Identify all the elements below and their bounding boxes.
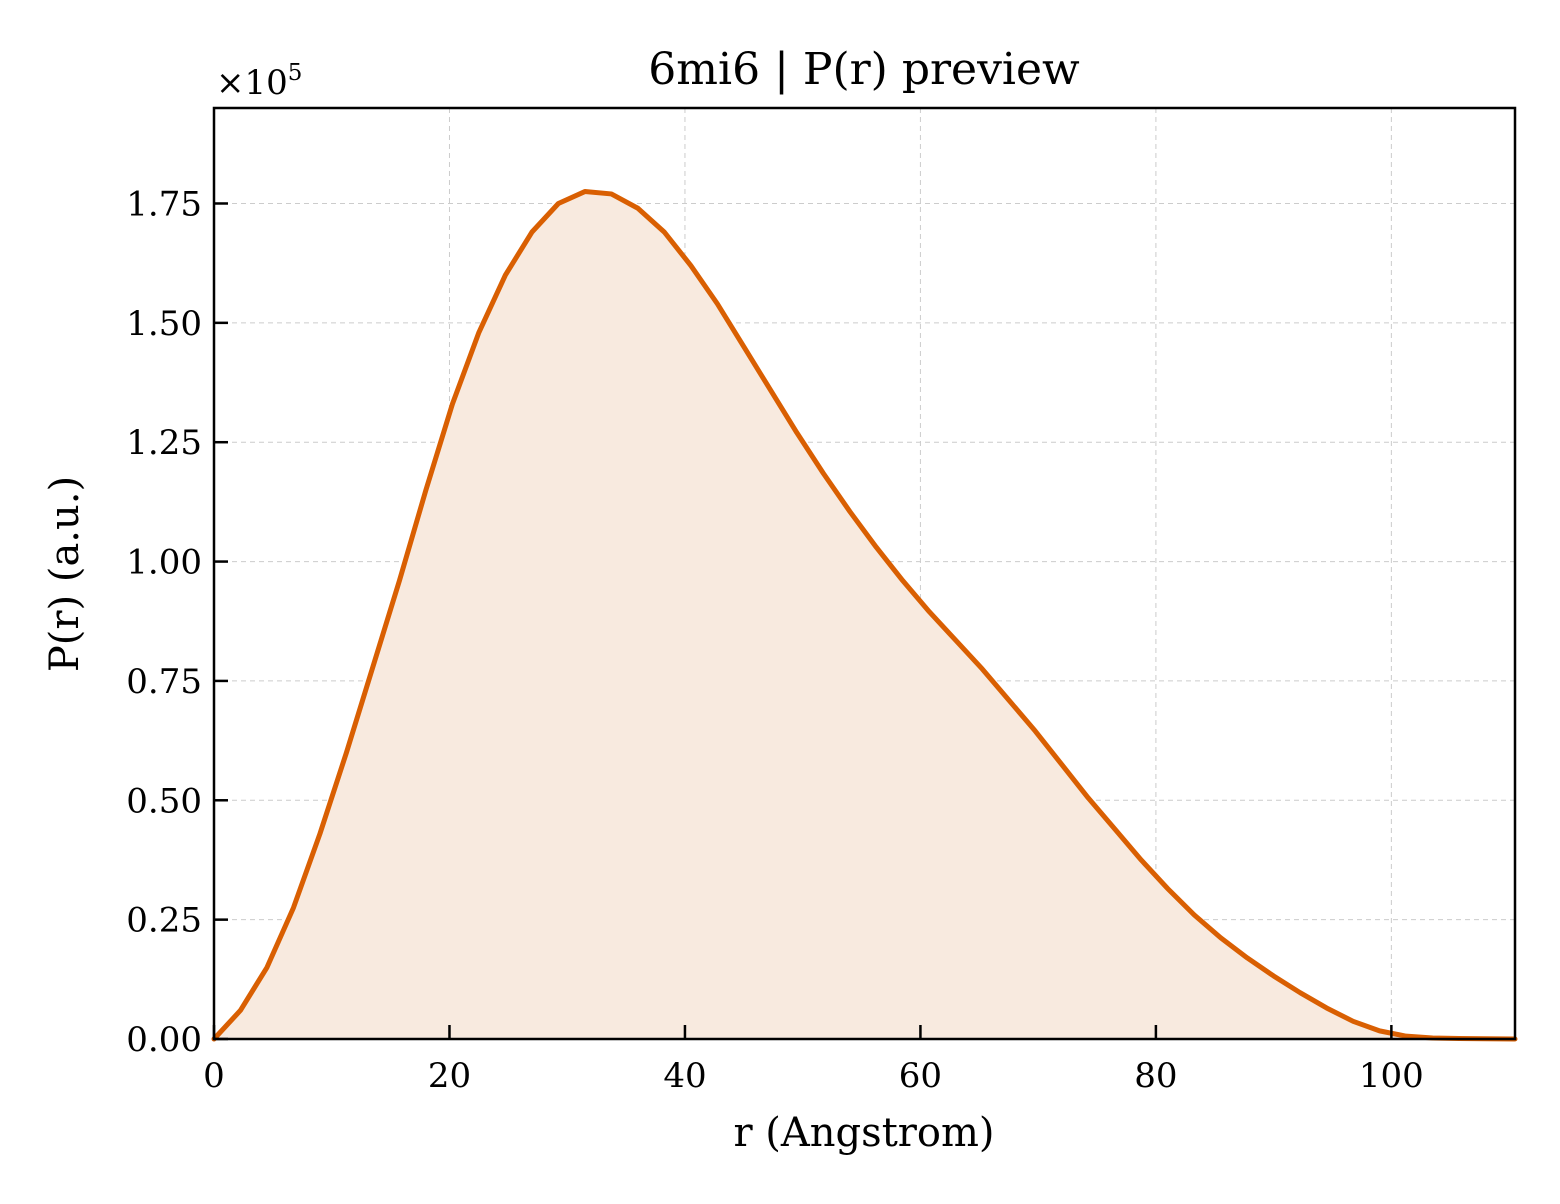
x-axis-label: r (Angstrom) [733, 1110, 994, 1156]
x-axis-ticks: 0 20 40 60 80 100 [203, 1025, 1424, 1096]
y-axis-multiplier-base: ×10 [216, 63, 288, 103]
y-axis-ticks: 0.00 0.25 0.50 0.75 1.00 1.25 1.50 1.75 [126, 184, 228, 1060]
chart-title: 6mi6 | P(r) preview [648, 44, 1080, 95]
x-tick-label: 40 [663, 1056, 706, 1096]
x-tick-label: 80 [1134, 1056, 1177, 1096]
series-line [211, 189, 1518, 1042]
x-tick-label: 60 [899, 1056, 942, 1096]
y-axis-multiplier: ×105 [216, 60, 302, 103]
x-tick-label: 0 [203, 1056, 225, 1096]
y-tick-label: 1.50 [126, 304, 202, 344]
y-axis-label: P(r) (a.u.) [42, 476, 88, 672]
y-tick-label: 1.00 [126, 543, 202, 583]
x-tick-label: 100 [1359, 1056, 1424, 1096]
x-tick-label: 20 [428, 1056, 471, 1096]
y-axis-multiplier-exponent: 5 [288, 60, 303, 86]
y-tick-label: 0.75 [126, 662, 202, 702]
y-tick-label: 0.25 [126, 901, 202, 941]
y-tick-label: 0.50 [126, 781, 202, 821]
y-tick-label: 1.25 [126, 423, 202, 463]
y-tick-label: 0.00 [126, 1020, 202, 1060]
y-tick-label: 1.75 [126, 184, 202, 224]
axes-frame [212, 106, 1517, 1041]
area-fill [214, 191, 1515, 1040]
